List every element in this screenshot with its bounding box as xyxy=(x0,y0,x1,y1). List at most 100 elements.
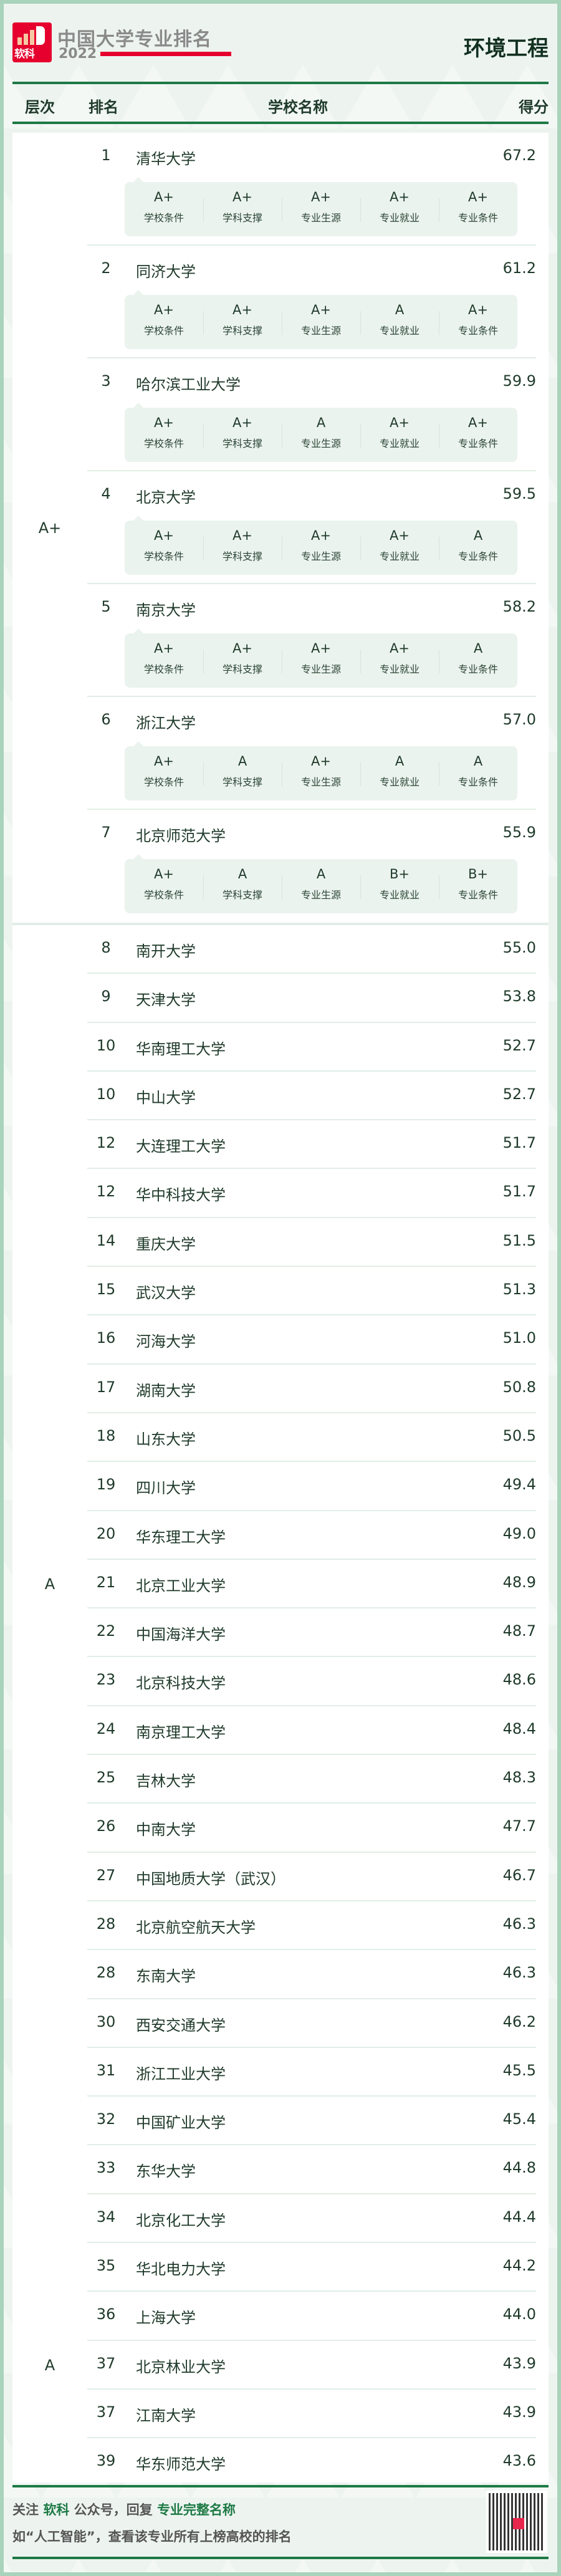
school-name: 哈尔滨工业大学 xyxy=(136,376,241,393)
school-name: 南开大学 xyxy=(136,943,196,960)
score-cell: 49.0 xyxy=(502,1524,536,1542)
table-row: 20 华东理工大学 49.0 xyxy=(87,1511,536,1560)
grade-cell: A 专业生源 xyxy=(282,867,360,913)
score-cell: 46.3 xyxy=(502,1964,536,1982)
grade-cell: B+ 专业条件 xyxy=(439,867,517,913)
table-row: 25 吉林大学 48.3 xyxy=(87,1755,536,1804)
grade-cell: A+ 学校条件 xyxy=(125,641,203,688)
school-name: 湖南大学 xyxy=(136,1382,196,1400)
table-header: 层次 排名 学校名称 得分 xyxy=(12,87,549,122)
divider xyxy=(12,2557,549,2559)
grade-value: A+ xyxy=(154,528,174,543)
score-cell: 59.5 xyxy=(502,485,536,502)
grade-cell: A 专业条件 xyxy=(439,641,517,688)
rank-cell: 16 xyxy=(96,1329,116,1347)
school-name: 华东理工大学 xyxy=(136,1528,226,1546)
tier-label: A+ xyxy=(38,519,62,537)
grade-value: A+ xyxy=(154,302,174,317)
school-name: 北京化工大学 xyxy=(136,2211,226,2229)
footer-line-2: 如“人工智能”，查看该专业所有上榜高校的排名 xyxy=(12,2529,292,2544)
rank-cell: 28 xyxy=(96,1964,116,1982)
grade-label: 学校条件 xyxy=(143,325,184,337)
grade-cell: A+ 学科支撑 xyxy=(203,302,282,349)
school-name: 华北电力大学 xyxy=(136,2261,226,2279)
table-row: 10 中山大学 52.7 xyxy=(87,1072,536,1121)
header-tier: 层次 xyxy=(25,99,55,116)
table-row: 4 北京大学 59.5 A+ 学校条件 A+ 学科支撑 A+ 专业生源 A+ 专业就业 A 专业条件 xyxy=(87,471,536,584)
grade-label: 专业条件 xyxy=(458,325,498,337)
rank-cell: 17 xyxy=(96,1378,116,1396)
table-row: 12 大连理工大学 51.7 xyxy=(87,1120,536,1170)
grade-value: A+ xyxy=(390,190,410,204)
grade-cell: A+ 学科支撑 xyxy=(203,190,282,236)
table-row: 9 天津大学 53.8 xyxy=(87,974,536,1023)
grade-value: A+ xyxy=(154,867,174,882)
table-row: 33 东华大学 44.8 xyxy=(87,2145,536,2194)
grade-cell: A+ 学校条件 xyxy=(125,415,203,462)
grade-label: 学校条件 xyxy=(143,889,184,901)
tier-group: A 35 华北电力大学 44.2 36 上海大学 44.0 37 北京林业大学 43.9 37 江南… xyxy=(12,2243,549,2487)
footer-text: 公众号，回复 xyxy=(69,2502,157,2517)
table-row: 28 东南大学 46.3 xyxy=(87,1950,536,1999)
grade-label: 专业条件 xyxy=(458,663,498,675)
rank-cell: 5 xyxy=(101,598,111,615)
table-row: 18 山东大学 50.5 xyxy=(87,1413,536,1463)
rank-cell: 19 xyxy=(96,1476,116,1494)
table-row: 2 同济大学 61.2 A+ 学校条件 A+ 学科支撑 A+ 专业生源 A 专业就业 A+ 专业条件 xyxy=(87,246,536,358)
rank-cell: 27 xyxy=(96,1866,116,1884)
header-school: 学校名称 xyxy=(268,99,328,116)
school-name: 中国海洋大学 xyxy=(136,1626,226,1644)
score-cell: 53.8 xyxy=(502,988,536,1006)
grade-cell: A+ 专业条件 xyxy=(439,415,517,462)
school-name: 华南理工大学 xyxy=(136,1040,226,1058)
grade-panel: A+ 学校条件 A+ 学科支撑 A+ 专业生源 A+ 专业就业 A 专业条件 xyxy=(125,628,517,688)
grade-label: 专业生源 xyxy=(300,325,341,337)
table-row: 10 华南理工大学 52.7 xyxy=(87,1023,536,1072)
rank-cell: 20 xyxy=(96,1524,116,1542)
grade-cell: A+ 专业就业 xyxy=(360,641,439,688)
grade-value: A+ xyxy=(311,302,331,317)
grade-label: 学科支撑 xyxy=(222,889,262,901)
grade-label: 专业就业 xyxy=(379,438,420,449)
score-cell: 46.3 xyxy=(502,1915,536,1933)
grade-value: A+ xyxy=(390,415,410,430)
rank-cell: 18 xyxy=(96,1426,116,1444)
rank-cell: 7 xyxy=(101,824,111,841)
score-cell: 59.9 xyxy=(502,372,536,390)
table-row: 12 华中科技大学 51.7 xyxy=(87,1169,536,1218)
table-row: 30 西安交通大学 46.2 xyxy=(87,1999,536,2048)
rank-cell: 34 xyxy=(96,2208,116,2226)
grade-value: A xyxy=(473,641,483,656)
score-cell: 51.7 xyxy=(502,1134,536,1152)
school-name: 东南大学 xyxy=(136,1968,196,1986)
grade-label: 专业生源 xyxy=(300,550,341,562)
grade-cell: A 专业条件 xyxy=(439,528,517,575)
grade-value: A+ xyxy=(468,302,488,317)
grade-value: A+ xyxy=(311,641,331,656)
table-row: 34 北京化工大学 44.4 xyxy=(87,2194,536,2244)
school-name: 东华大学 xyxy=(136,2163,196,2181)
grade-cell: A+ 学科支撑 xyxy=(203,415,282,462)
score-cell: 46.2 xyxy=(502,2012,536,2031)
grade-label: 专业生源 xyxy=(300,663,341,675)
school-name: 北京科技大学 xyxy=(136,1675,226,1693)
score-cell: 49.4 xyxy=(502,1476,536,1494)
grade-label: 专业就业 xyxy=(379,325,420,337)
rank-cell: 2 xyxy=(101,259,111,277)
school-name: 中南大学 xyxy=(136,1821,196,1839)
logo-text: 软科 xyxy=(14,48,35,60)
school-name: 清华大学 xyxy=(136,150,196,168)
rank-cell: 12 xyxy=(96,1183,116,1201)
brand-year: 2022 xyxy=(59,46,97,62)
school-name: 上海大学 xyxy=(136,2309,196,2327)
grade-label: 专业就业 xyxy=(379,889,420,901)
header-rank: 排名 xyxy=(89,99,118,116)
grade-cell: A+ 学校条件 xyxy=(125,867,203,913)
rank-cell: 32 xyxy=(96,2110,116,2128)
grade-value: A+ xyxy=(154,190,174,204)
score-cell: 48.3 xyxy=(502,1769,536,1787)
ruanke-logo: 软科 xyxy=(12,22,52,62)
rank-cell: 14 xyxy=(96,1231,116,1249)
score-cell: 45.4 xyxy=(502,2110,536,2128)
score-cell: 52.7 xyxy=(502,1085,536,1103)
